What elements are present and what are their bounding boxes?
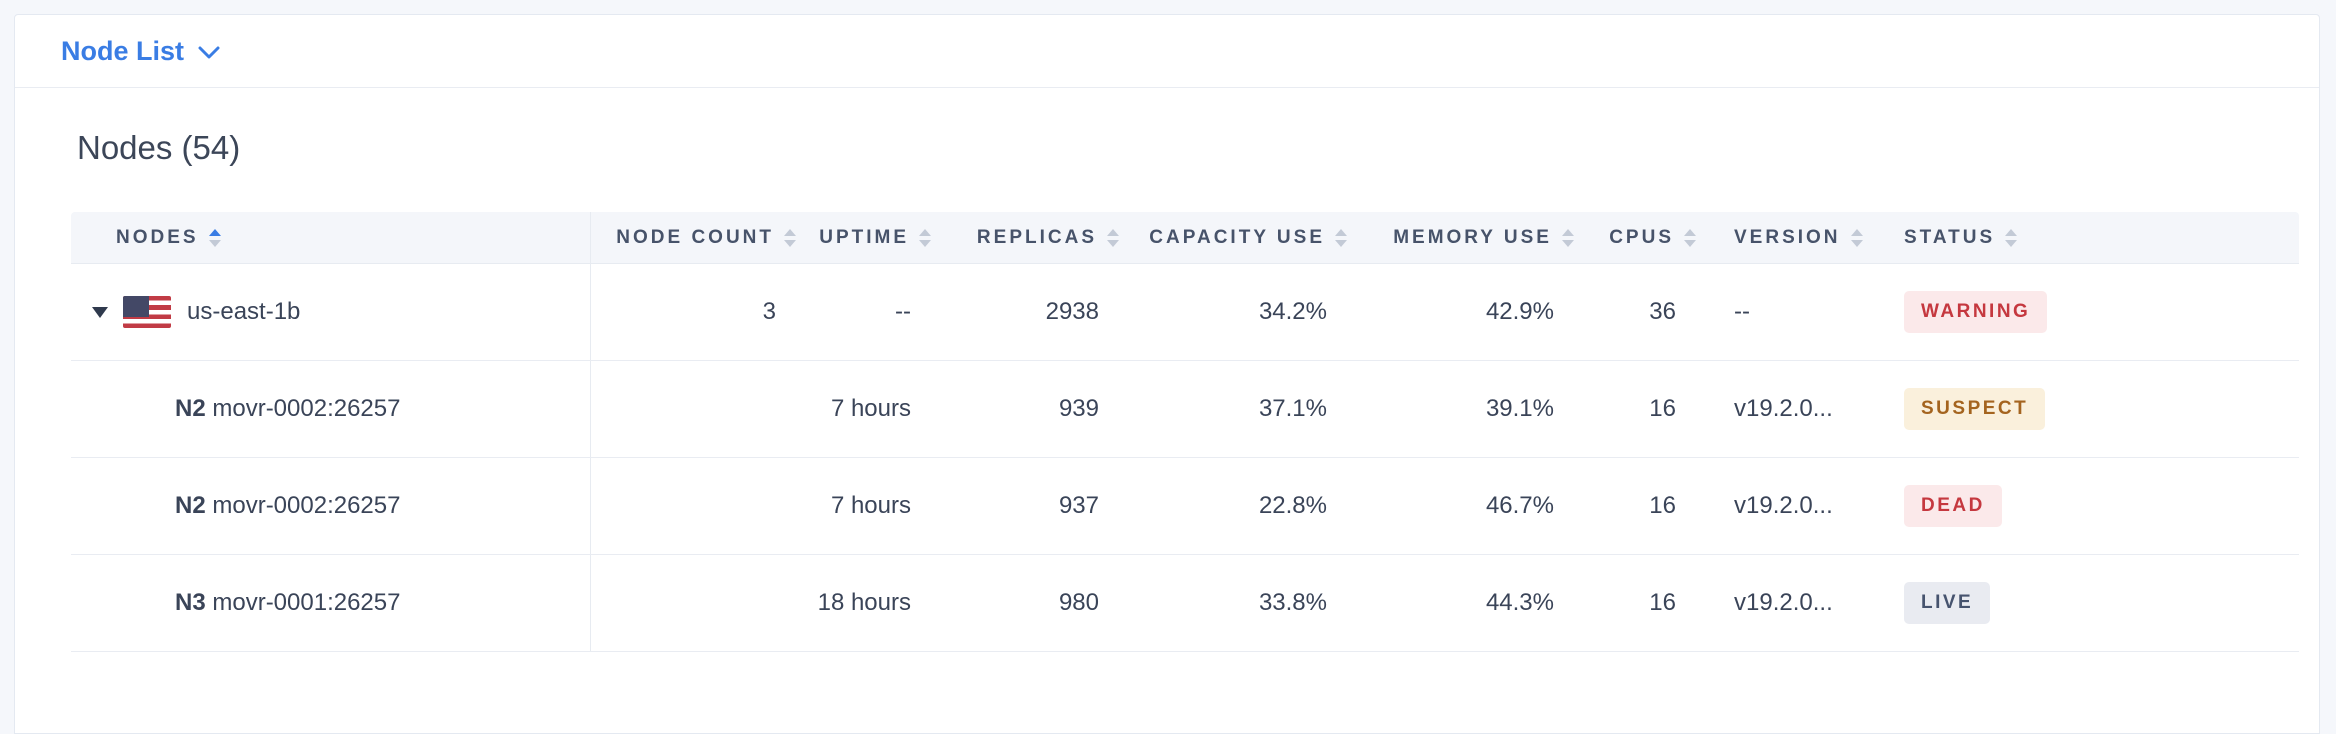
column-label-version: VERSION [1734, 226, 1841, 248]
status-badge: SUSPECT [1904, 388, 2046, 430]
node-list-card: Node List Nodes (54) NODES NODE COUNT UPTI… [14, 14, 2320, 734]
nodes-table: NODES NODE COUNT UPTIME REPLICAS CAPACITY US… [71, 212, 2299, 652]
cpus-cell: 16 [1574, 361, 1696, 458]
column-header-cpus[interactable]: CPUS [1574, 212, 1696, 264]
region-name: us-east-1b [187, 298, 301, 325]
node-count-cell: 3 [591, 264, 796, 361]
node-row: N2 movr-0002:26257 7 hours 939 37.1% 39.1% 16… [71, 361, 2299, 458]
expand-caret-icon[interactable] [92, 306, 108, 318]
node-count-cell [591, 458, 796, 555]
memory-use-cell: 44.3% [1347, 555, 1574, 652]
uptime-cell: 18 hours [796, 555, 931, 652]
capacity-use-cell: 37.1% [1119, 361, 1347, 458]
status-badge: DEAD [1904, 485, 2002, 527]
column-header-replicas[interactable]: REPLICAS [931, 212, 1119, 264]
region-row[interactable]: us-east-1b 3 -- 2938 34.2% 42.9% 36 -- WARNING [71, 264, 2299, 361]
version-cell: v19.2.0... [1696, 361, 1866, 458]
replicas-cell: 980 [931, 555, 1119, 652]
column-label-memory-use: MEMORY USE [1393, 226, 1552, 248]
sort-icon [208, 228, 221, 247]
sort-icon [1562, 228, 1574, 247]
uptime-cell: -- [796, 264, 931, 361]
node-name-link[interactable]: N2 movr-0002:26257 [175, 492, 401, 519]
column-label-replicas: REPLICAS [976, 226, 1097, 248]
node-count-cell [591, 555, 796, 652]
node-list-dropdown-label: Node List [61, 35, 185, 66]
memory-use-cell: 42.9% [1347, 264, 1574, 361]
status-cell: LIVE [1866, 555, 2299, 652]
node-row: N2 movr-0002:26257 7 hours 937 22.8% 46.7% 16… [71, 458, 2299, 555]
node-count-cell [591, 361, 796, 458]
version-cell: v19.2.0... [1696, 458, 1866, 555]
replicas-cell: 939 [931, 361, 1119, 458]
status-cell: DEAD [1866, 458, 2299, 555]
content-area: Nodes (54) NODES NODE COUNT UPTIME REPLICAS… [15, 88, 2319, 652]
capacity-use-cell: 34.2% [1119, 264, 1347, 361]
nodes-table-body: us-east-1b 3 -- 2938 34.2% 42.9% 36 -- WARNING N2… [71, 264, 2299, 652]
uptime-cell: 7 hours [796, 361, 931, 458]
sort-icon [1850, 228, 1863, 247]
uptime-cell: 7 hours [796, 458, 931, 555]
node-row: N3 movr-0001:26257 18 hours 980 33.8% 44.3% 1… [71, 555, 2299, 652]
column-header-uptime[interactable]: UPTIME [796, 212, 931, 264]
capacity-use-cell: 22.8% [1119, 458, 1347, 555]
column-label-capacity-use: CAPACITY USE [1149, 226, 1325, 248]
column-header-memory-use[interactable]: MEMORY USE [1347, 212, 1574, 264]
view-selector-bar: Node List [15, 15, 2319, 88]
sort-icon [2005, 228, 2018, 247]
status-badge: LIVE [1904, 582, 1991, 624]
node-name-link[interactable]: N2 movr-0002:26257 [175, 395, 401, 422]
column-label-cpus: CPUS [1609, 226, 1674, 248]
status-cell: SUSPECT [1866, 361, 2299, 458]
column-header-status[interactable]: STATUS [1866, 212, 2299, 264]
sort-icon [1684, 228, 1696, 247]
node-list-dropdown[interactable]: Node List [61, 36, 220, 67]
version-cell: -- [1696, 264, 1866, 361]
cpus-cell: 16 [1574, 458, 1696, 555]
column-label-nodes: NODES [116, 226, 199, 248]
sort-icon [1107, 228, 1119, 247]
status-badge: WARNING [1904, 291, 2048, 333]
sort-icon [1335, 228, 1347, 247]
table-header-row: NODES NODE COUNT UPTIME REPLICAS CAPACITY US… [71, 212, 2299, 264]
column-label-uptime: UPTIME [819, 226, 909, 248]
replicas-cell: 2938 [931, 264, 1119, 361]
column-label-node-count: NODE COUNT [616, 226, 774, 248]
status-cell: WARNING [1866, 264, 2299, 361]
version-cell: v19.2.0... [1696, 555, 1866, 652]
column-label-status: STATUS [1904, 226, 1996, 248]
chevron-down-icon [198, 43, 220, 59]
column-header-nodes[interactable]: NODES [71, 212, 591, 264]
node-name-link[interactable]: N3 movr-0001:26257 [175, 589, 401, 616]
column-header-version[interactable]: VERSION [1696, 212, 1866, 264]
memory-use-cell: 39.1% [1347, 361, 1574, 458]
column-header-node-count[interactable]: NODE COUNT [591, 212, 796, 264]
cpus-cell: 36 [1574, 264, 1696, 361]
us-flag-icon [123, 296, 171, 328]
cpus-cell: 16 [1574, 555, 1696, 652]
sort-icon [784, 228, 796, 247]
memory-use-cell: 46.7% [1347, 458, 1574, 555]
replicas-cell: 937 [931, 458, 1119, 555]
sort-icon [919, 228, 931, 247]
capacity-use-cell: 33.8% [1119, 555, 1347, 652]
column-header-capacity-use[interactable]: CAPACITY USE [1119, 212, 1347, 264]
page-title: Nodes (54) [77, 129, 241, 166]
